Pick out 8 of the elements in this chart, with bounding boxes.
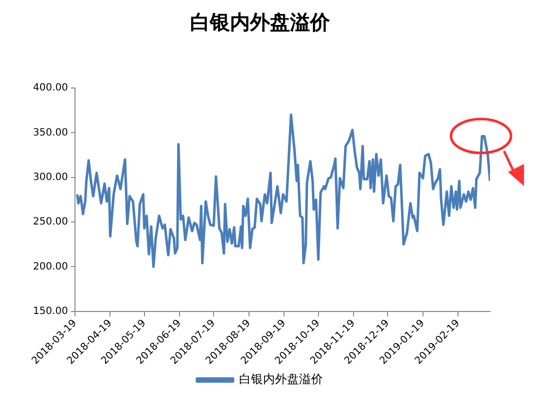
- y-tick-label: 200.00: [32, 261, 68, 272]
- y-tick-label: 250.00: [32, 216, 68, 228]
- y-tick-label: 150.00: [32, 306, 68, 318]
- y-tick-label: 300.00: [32, 172, 68, 183]
- y-tick-label: 400.00: [32, 82, 68, 94]
- legend-label: 白银内外盘溢价: [239, 372, 323, 386]
- chart-title: 白银内外盘溢价: [190, 10, 331, 34]
- y-tick-label: 350.00: [32, 127, 68, 138]
